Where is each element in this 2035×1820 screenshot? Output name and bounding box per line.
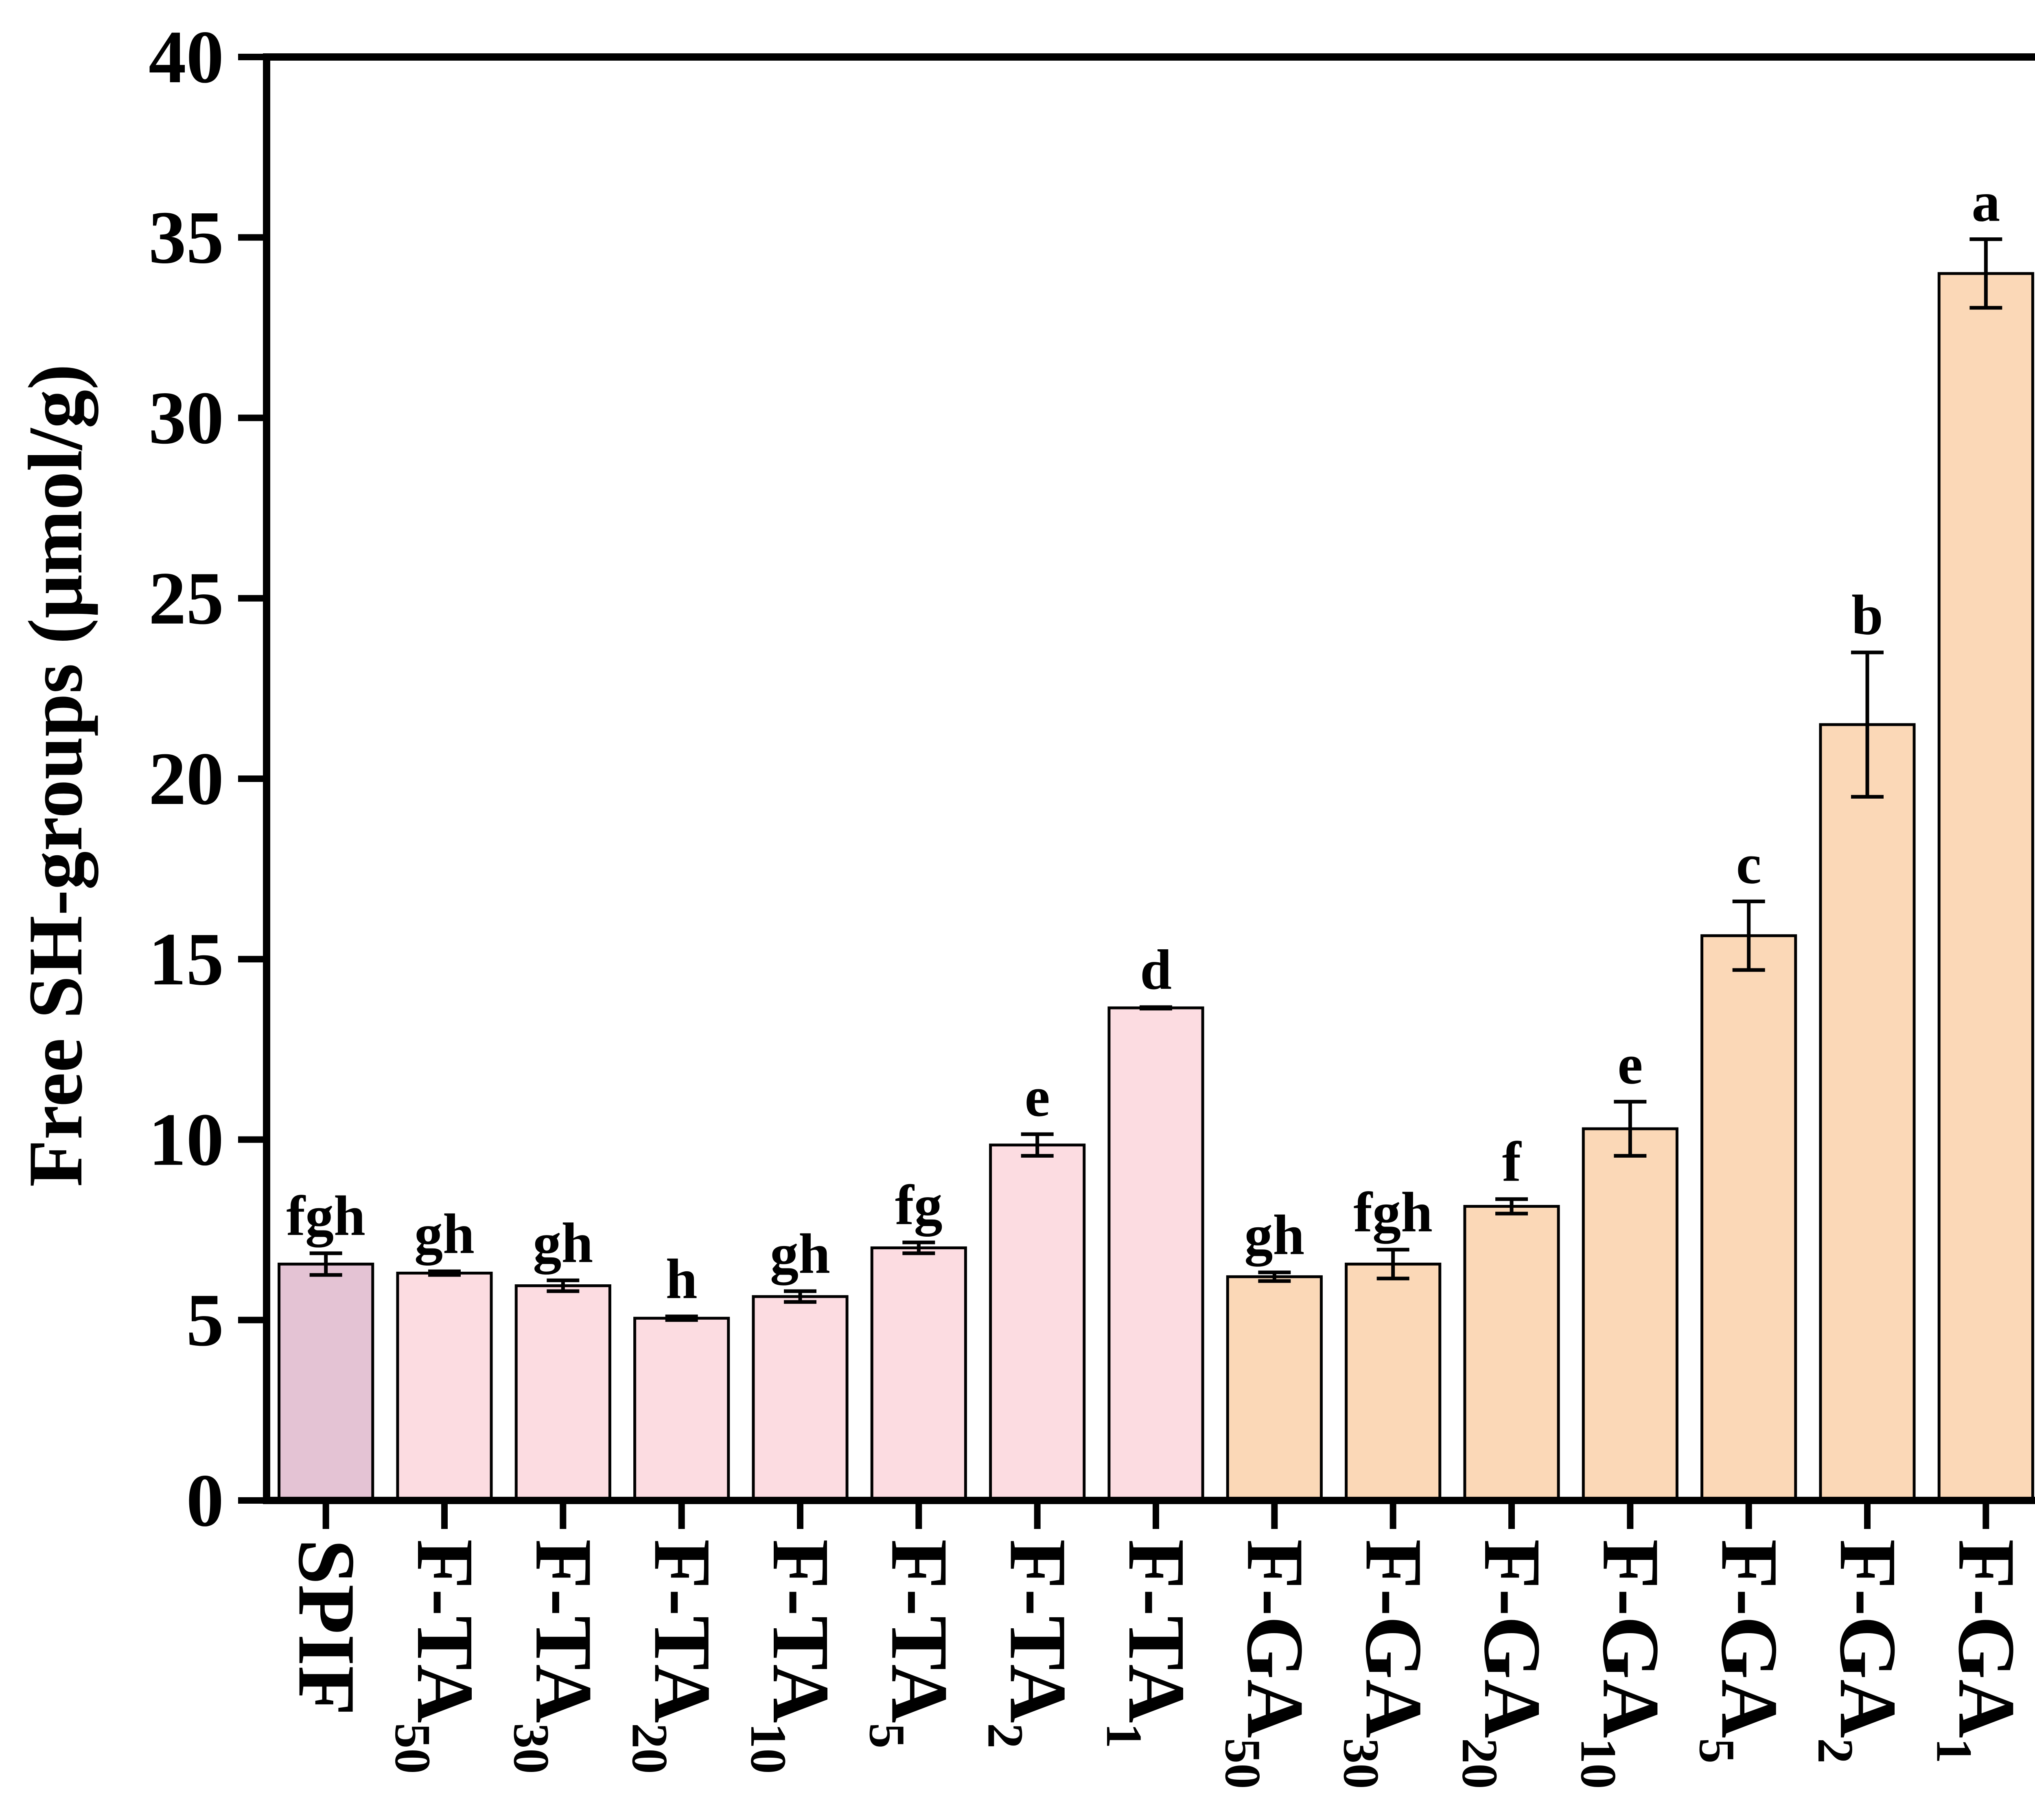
y-tick-label: 15 bbox=[149, 918, 224, 1001]
y-tick-label: 20 bbox=[149, 737, 224, 821]
y-tick-label: 5 bbox=[186, 1279, 224, 1362]
bar-series bbox=[278, 272, 2034, 1502]
x-tick-label: F-TA2 bbox=[977, 1539, 1083, 1748]
bar bbox=[870, 1246, 967, 1502]
significance-letter: fg bbox=[895, 1174, 943, 1237]
y-tick-label: 25 bbox=[149, 557, 224, 640]
significance-letter: d bbox=[1140, 938, 1172, 1001]
x-tick-label: F-TA5 bbox=[858, 1539, 964, 1748]
x-tick-label: SPIF bbox=[282, 1539, 372, 1715]
x-tick-label: F-TA30 bbox=[503, 1539, 608, 1774]
x-tick-label: F-TA10 bbox=[740, 1539, 846, 1774]
y-tick-label: 30 bbox=[149, 377, 224, 460]
x-tick-label: F-TA1 bbox=[1096, 1539, 1201, 1748]
x-tick-label: F-GA10 bbox=[1570, 1539, 1676, 1789]
x-tick-label: F-GA20 bbox=[1451, 1539, 1557, 1789]
bar bbox=[514, 1284, 611, 1502]
x-tick-label: F-TA50 bbox=[384, 1539, 490, 1774]
significance-letter: b bbox=[1851, 584, 1883, 647]
y-axis-ticks: 0 5 10 15 20 25 30 35 40 bbox=[149, 15, 267, 1542]
y-tick-label: 40 bbox=[149, 15, 224, 99]
x-tick-label: F-GA1 bbox=[1926, 1539, 2031, 1763]
bar bbox=[1700, 934, 1797, 1502]
bar bbox=[278, 1262, 374, 1502]
significance-letter: fgh bbox=[286, 1185, 365, 1248]
bar bbox=[633, 1316, 730, 1502]
bar bbox=[396, 1272, 493, 1502]
bar bbox=[1345, 1262, 1442, 1502]
y-tick-label: 35 bbox=[149, 196, 224, 279]
x-tick-label: F-GA2 bbox=[1807, 1539, 1913, 1763]
x-tick-label: F-GA30 bbox=[1333, 1539, 1439, 1789]
x-axis-ticks: SPIF F-TA50F-TA30F-TA20F-TA10F-TA5F-TA2F-… bbox=[282, 1500, 2031, 1789]
significance-letter: a bbox=[1972, 171, 2000, 234]
significance-letter: gh bbox=[414, 1202, 475, 1266]
plot-frame bbox=[263, 53, 2035, 1504]
y-tick-label: 0 bbox=[186, 1459, 224, 1542]
bar bbox=[1582, 1127, 1678, 1502]
bar bbox=[1937, 272, 2034, 1502]
x-tick-label: F-GA5 bbox=[1689, 1539, 1794, 1763]
x-tick-label: F-GA50 bbox=[1214, 1539, 1320, 1789]
error-bars bbox=[309, 237, 2002, 1322]
significance-letter: h bbox=[666, 1248, 698, 1311]
x-tick-label: F-TA20 bbox=[621, 1539, 727, 1774]
significance-letter: gh bbox=[1244, 1204, 1304, 1267]
bar bbox=[752, 1295, 849, 1502]
bar bbox=[1107, 1006, 1204, 1502]
significance-letter: gh bbox=[770, 1222, 830, 1286]
y-tick-label: 10 bbox=[149, 1098, 224, 1182]
bar bbox=[1819, 723, 1916, 1502]
significance-letter: e bbox=[1617, 1033, 1643, 1096]
bar bbox=[1226, 1275, 1323, 1502]
bar bbox=[989, 1143, 1086, 1502]
significance-letter: gh bbox=[533, 1211, 593, 1275]
significance-letter: f bbox=[1502, 1130, 1522, 1194]
significance-letter: e bbox=[1025, 1065, 1050, 1128]
significance-letter: fgh bbox=[1353, 1181, 1432, 1244]
bar bbox=[1463, 1205, 1560, 1502]
y-axis-label: Free SH-groups (μmol/g) bbox=[13, 364, 98, 1187]
significance-letter: c bbox=[1736, 832, 1761, 896]
